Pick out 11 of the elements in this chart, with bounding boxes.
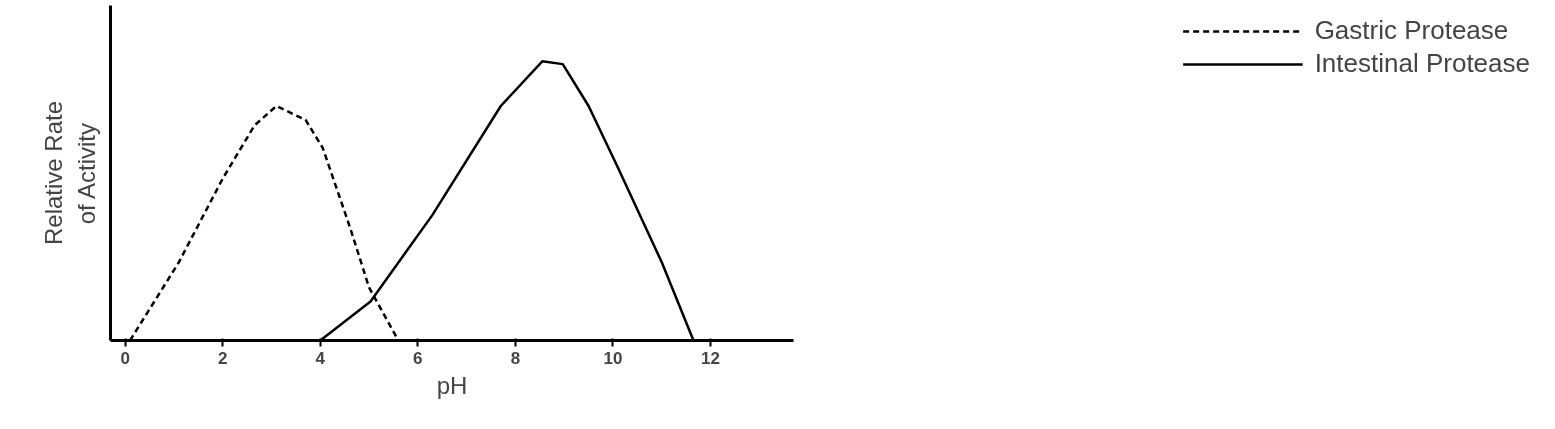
x-axis-title: pH [436,371,468,399]
x-tick-label: 6 [413,348,423,368]
x-tick-label: 2 [217,348,228,368]
x-tick-label: 8 [510,348,521,368]
x-tick-label: 0 [120,348,130,368]
x-tick-label: 12 [701,348,721,368]
x-tick-label: 4 [315,348,326,368]
legend-label: Intestinal Protease [1314,48,1530,79]
y-axis-title: Relative Rate of Activity [40,100,100,246]
x-tick-label: 10 [603,348,623,368]
legend-label: Gastric Protease [1314,15,1509,46]
